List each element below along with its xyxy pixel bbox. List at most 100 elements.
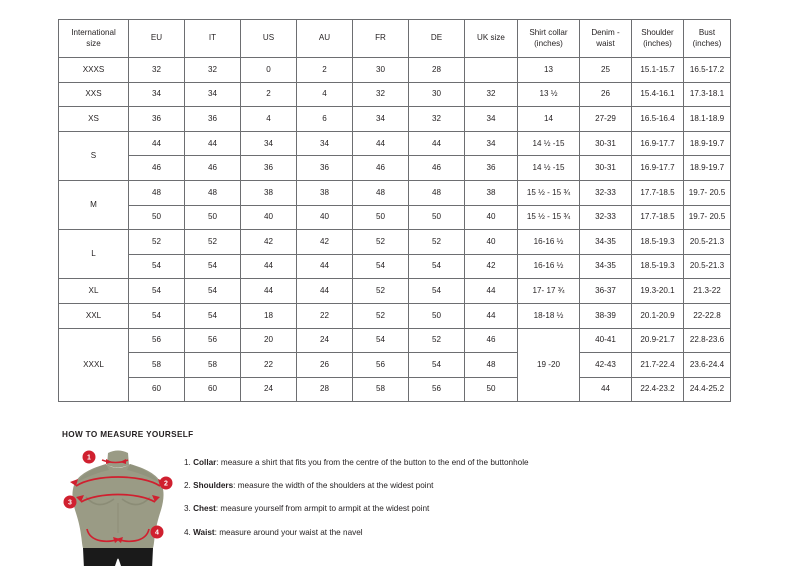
cell-denim-waist: 30-31 [579, 155, 632, 181]
cell-eu: 36 [128, 106, 185, 132]
cell-bust: 22.8-23.6 [683, 327, 731, 354]
how-to-measure-section: HOW TO MEASURE YOURSELF [62, 430, 762, 566]
table-row: 54 54 44 44 54 54 42 16-16 ½ 34-35 18.5-19.3 20.5-… [59, 253, 731, 280]
cell-eu: 56 [128, 327, 185, 354]
cell-shirt-collar: 13 [517, 57, 580, 83]
cell-international-size: XXXL [58, 327, 129, 403]
measure-body: 1 2 3 4 1. Collar: measure a shirt that … [62, 447, 762, 566]
cell-denim-waist: 32-33 [579, 179, 632, 206]
cell-uk-size: 44 [464, 278, 518, 304]
cell-eu: 34 [128, 81, 185, 108]
cell-it: 60 [184, 376, 241, 403]
cell-shoulder: 19.3-20.1 [631, 278, 684, 304]
table-row: XS 36 36 4 6 34 32 34 14 27-29 16.5-16.4 18.1-18.9 [58, 106, 731, 132]
cell-us: 36 [240, 155, 297, 181]
cell-eu: 58 [128, 352, 185, 378]
cell-fr: 32 [352, 81, 409, 108]
cell-shirt-collar: 14 ½ -15 [517, 155, 580, 181]
cell-eu: 50 [128, 204, 185, 231]
column-header-bust: Bust (inches) [683, 19, 731, 58]
cell-uk-size: 38 [464, 179, 518, 206]
cell-it: 48 [184, 179, 241, 206]
table-header: International size EU IT US AU FR DE UK … [58, 19, 731, 58]
cell-eu: 48 [128, 179, 185, 206]
cell-au: 22 [296, 302, 353, 329]
instruction-item: 4. Waist: measure around your waist at t… [184, 527, 762, 537]
measure-instructions-list: 1. Collar: measure a shirt that fits you… [184, 447, 762, 537]
cell-uk-size: 44 [464, 302, 518, 329]
cell-uk-size: 36 [464, 155, 518, 181]
cell-bust: 18.1-18.9 [683, 106, 731, 132]
cell-bust: 18.9-19.7 [683, 155, 731, 181]
cell-eu: 54 [128, 253, 185, 280]
table-row: 50 50 40 40 50 50 40 15 ½ - 15 ¾ 32-33 17.7-18.5 1… [59, 204, 731, 231]
cell-it: 54 [184, 253, 241, 280]
cell-de: 44 [408, 130, 465, 157]
column-header-it: IT [184, 19, 241, 58]
header-row: International size EU IT US AU FR DE UK … [58, 19, 731, 58]
cell-us: 20 [240, 327, 297, 354]
cell-fr: 30 [352, 57, 409, 83]
header-line-1: Shirt collar [529, 28, 568, 38]
cell-eu: 54 [128, 302, 185, 329]
column-header-shirt-collar: Shirt collar (inches) [517, 19, 580, 58]
table-row: XXXL 56 56 20 24 54 52 46 19 -20 40-41 20.9-21.7 22… [58, 327, 731, 403]
shoulders-measure-arrow [75, 476, 161, 487]
cell-bust: 22-22.8 [683, 302, 731, 329]
cell-shoulder: 17.7-18.5 [631, 204, 684, 231]
cell-denim-waist: 32-33 [579, 204, 632, 231]
instruction-text: : measure yourself from armpit to armpit… [215, 504, 430, 514]
table-row: L 52 52 42 42 52 52 40 16-16 ½ 34-35 18.5-19.3 20.5… [58, 229, 731, 280]
cell-fr: 50 [352, 204, 409, 231]
cell-de: 48 [408, 179, 465, 206]
cell-de: 46 [408, 155, 465, 181]
cell-international-size: M [58, 179, 129, 231]
header-line-2: waist [596, 38, 615, 48]
torso-illustration-svg: 1 2 3 4 [63, 450, 173, 566]
cell-shirt-collar: 18-18 ½ [517, 302, 580, 329]
cell-it: 52 [184, 229, 241, 255]
cell-bust: 16.5-17.2 [683, 57, 731, 83]
instruction-term: Chest [193, 504, 216, 514]
cell-fr: 52 [352, 278, 409, 304]
table-row: XL 54 54 44 44 52 54 44 17- 17 ¾ 36-37 19.3-20.1 21… [58, 278, 731, 304]
instruction-text: : measure around your waist at the navel [214, 527, 363, 537]
chest-arrow-head-left [76, 495, 84, 502]
cell-it: 54 [184, 302, 241, 329]
column-header-eu: EU [128, 19, 185, 58]
cell-au: 36 [296, 155, 353, 181]
badge-1-circle [82, 450, 96, 464]
cell-au: 2 [296, 57, 353, 83]
cell-international-size: XS [58, 106, 129, 132]
cell-uk-size: 40 [464, 204, 518, 231]
cell-shoulder: 21.7-22.4 [631, 352, 684, 378]
table-body: XXXS 32 32 0 2 30 28 13 25 15.1-15.7 16.5-17.2 XXS 3… [58, 57, 731, 403]
cell-shirt-collar: 19 -20 [517, 327, 580, 403]
cell-it: 34 [184, 81, 241, 108]
table-row: XXXS 32 32 0 2 30 28 13 25 15.1-15.7 16.5-17.2 [58, 57, 731, 83]
cell-uk-size: 48 [464, 352, 518, 378]
cell-au: 34 [296, 130, 353, 157]
header-line-2: (inches) [643, 38, 672, 48]
cell-us: 42 [240, 229, 297, 255]
cell-bust: 23.6-24.4 [683, 352, 731, 378]
cell-us: 24 [240, 376, 297, 403]
header-line-1: Shoulder [641, 28, 674, 38]
header-line-2: (inches) [534, 38, 563, 48]
badge-1-label: 1 [87, 455, 91, 462]
cell-fr: 58 [352, 376, 409, 403]
cell-fr: 56 [352, 352, 409, 378]
neck-shape [107, 450, 129, 468]
cell-au: 6 [296, 106, 353, 132]
cell-bust: 21.3-22 [683, 278, 731, 304]
cell-us: 38 [240, 179, 297, 206]
cell-fr: 52 [352, 229, 409, 255]
badge-4-label: 4 [155, 530, 159, 537]
cell-it: 46 [184, 155, 241, 181]
cell-us: 34 [240, 130, 297, 157]
cell-uk-size: 32 [464, 81, 518, 108]
instruction-item: 3. Chest: measure yourself from armpit t… [184, 505, 762, 513]
instruction-number: 4. [184, 527, 191, 537]
cell-de: 52 [408, 327, 465, 354]
collar-arrow-head-right [120, 459, 126, 464]
